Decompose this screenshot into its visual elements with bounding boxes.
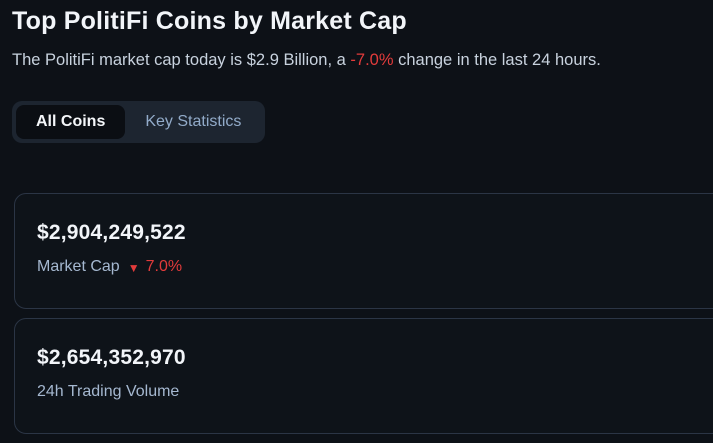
triangle-down-icon: ▼	[127, 260, 140, 275]
tab-key-statistics[interactable]: Key Statistics	[145, 113, 242, 130]
market-cap-label-row: Market Cap ▼ 7.0%	[37, 258, 713, 276]
market-cap-value: $2,904,249,522	[37, 221, 186, 244]
tab-all-coins[interactable]: All Coins	[16, 105, 126, 139]
market-cap-card: $2,904,249,522 Market Cap ▼ 7.0%	[14, 193, 713, 309]
page-title: Top PolitiFi Coins by Market Cap	[12, 7, 407, 35]
trading-volume-card: $2,654,352,970 24h Trading Volume	[14, 318, 713, 434]
subtitle-change-percent: -7.0%	[350, 51, 394, 69]
page-subtitle: The PolitiFi market cap today is $2.9 Bi…	[12, 51, 601, 70]
trading-volume-value: $2,654,352,970	[37, 346, 186, 369]
market-cap-label: Market Cap	[37, 258, 120, 275]
market-cap-change: 7.0%	[145, 258, 183, 275]
trading-volume-label: 24h Trading Volume	[37, 383, 180, 400]
trading-volume-label-row: 24h Trading Volume	[37, 383, 713, 401]
tab-group: All Coins Key Statistics	[12, 101, 266, 143]
subtitle-prefix: The PolitiFi market cap today is $2.9 Bi…	[12, 51, 351, 69]
subtitle-suffix: change in the last 24 hours.	[393, 51, 601, 69]
